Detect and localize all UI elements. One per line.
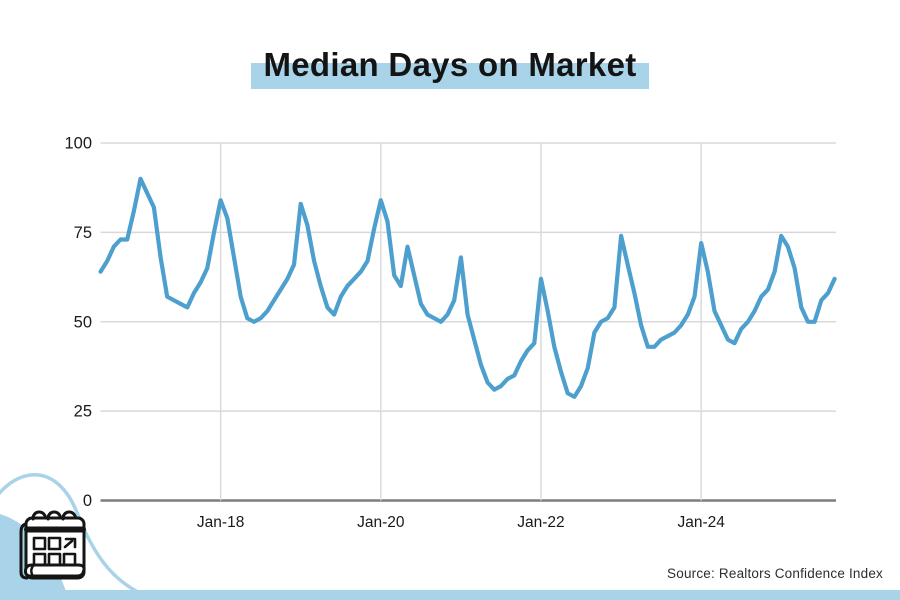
x-tick-label: Jan-24	[677, 514, 725, 531]
calendar-cell	[32, 536, 47, 551]
data-series	[98, 176, 837, 399]
y-tick-label: 100	[64, 135, 92, 153]
x-tick-label: Jan-18	[197, 514, 244, 531]
calendar-ring-2	[46, 510, 62, 521]
y-tick-label: 25	[74, 403, 92, 421]
calendar-ring-3	[61, 510, 77, 521]
calendar-cell	[47, 536, 62, 551]
median-days-line	[98, 176, 837, 399]
page-title: Median Days on Market	[251, 41, 649, 89]
calendar-curl-line	[30, 563, 36, 577]
calendar-icon	[19, 510, 86, 580]
calendar-pages-edge	[19, 522, 29, 580]
x-tick-label: Jan-20	[357, 514, 405, 531]
y-tick-label: 0	[83, 492, 92, 510]
chart-title-row: Median Days on Market	[0, 41, 900, 89]
calendar-corner-mark	[63, 537, 77, 549]
bottom-accent-bar	[0, 590, 900, 600]
calendar-page-curl	[23, 563, 86, 578]
corner-arc	[0, 473, 159, 600]
calendar-ring-1	[31, 510, 47, 521]
x-tick-label: Jan-22	[517, 514, 564, 531]
axis-labels: 0 25 50 75 100 Jan-18 Jan-20 Jan-22 Jan-24	[64, 135, 725, 532]
y-tick-label: 50	[74, 313, 92, 331]
y-tick-label: 75	[74, 224, 92, 242]
source-note: Source: Realtors Confidence Index	[667, 566, 883, 581]
